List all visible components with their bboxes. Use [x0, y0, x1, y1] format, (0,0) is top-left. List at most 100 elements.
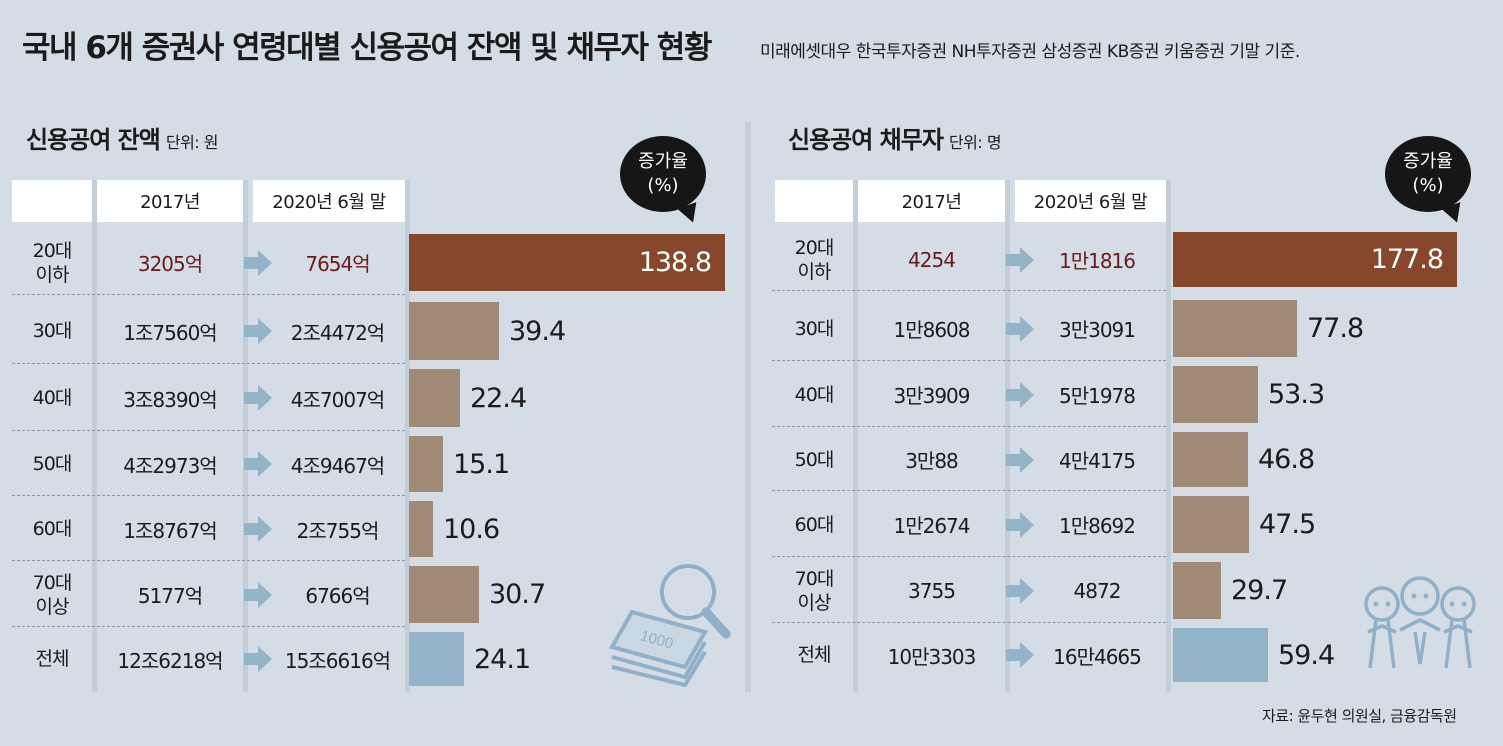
value-2020: 6766억: [305, 584, 370, 608]
row-divider: [12, 626, 405, 627]
growth-value-label: 10.6: [443, 513, 500, 545]
growth-bar: [409, 302, 499, 360]
right-arrow-icon: [244, 516, 272, 542]
row-divider: [12, 363, 405, 364]
growth-value-label: 24.1: [474, 643, 531, 675]
age-group-label: 50대: [12, 432, 92, 496]
row-divider: [12, 430, 405, 431]
age-group-label: 30대: [12, 298, 92, 364]
growth-bar: [409, 369, 460, 427]
age-group-label: 70대 이상: [12, 562, 92, 627]
column-separator: [243, 180, 248, 692]
growth-bar: [1173, 562, 1221, 619]
age-group-label: 20대 이하: [775, 228, 853, 291]
growth-value-label: 47.5: [1259, 509, 1316, 540]
table-row: [12, 230, 405, 295]
right-arrow-icon: [1006, 642, 1034, 668]
value-2017: 12조6218억: [117, 648, 223, 673]
value-2020: 3만3091: [1058, 318, 1136, 342]
value-2017: 4254: [908, 247, 956, 272]
growth-value-label: 138.8: [638, 247, 712, 278]
age-group-label: 50대: [775, 428, 853, 491]
row-divider: [12, 560, 405, 561]
right-arrow-icon: [1006, 446, 1034, 473]
credit-balance-panel: 신용공여 잔액 단위: 원 2017년 2020년 6월 말 증가율 (%) 20대 이하 32…: [0, 0, 745, 746]
subtitle: 미래에셋대우 한국투자증권 NH투자증권 삼성증권 KB증권 키움증권 기말 기…: [760, 42, 1300, 62]
growth-value-label: 39.4: [509, 315, 566, 347]
main-title: 국내 6개 증권사 연령대별 신용공여 잔액 및 채무자 현황: [22, 30, 712, 66]
value-2017: 3755: [908, 578, 956, 603]
row-divider: [772, 290, 1166, 291]
growth-bar: [1173, 496, 1249, 553]
age-group-line: 60대: [794, 513, 835, 536]
row-divider: [772, 622, 1166, 623]
value-2017: 1만8608: [893, 318, 970, 342]
age-group-line: 30대: [794, 317, 835, 340]
value-2017: 3만3909: [893, 384, 970, 408]
table-row: [772, 296, 1166, 361]
value-2020: 4조7007억: [290, 387, 385, 412]
growth-value-label: 177.8: [1370, 244, 1444, 275]
growth-value-label: 77.8: [1307, 313, 1364, 344]
age-group-label: 전체: [12, 628, 92, 690]
money-magnifier-icon: 1000: [608, 564, 731, 687]
growth-value-label: 22.4: [470, 382, 527, 414]
table-row: [12, 298, 405, 364]
age-group-line: 70대: [794, 567, 835, 590]
growth-value-label: 59.4: [1278, 639, 1335, 671]
table-row: [772, 362, 1166, 427]
row-divider: [772, 360, 1166, 361]
table-row: [772, 558, 1166, 623]
row-divider: [12, 294, 405, 295]
growth-rate-bubble: 증가율 (%): [620, 136, 706, 212]
right-arrow-icon: [244, 451, 272, 477]
value-2017: 10만3303: [887, 644, 977, 669]
right-arrow-icon: [244, 646, 272, 672]
age-group-label: 60대: [12, 497, 92, 561]
table-row: [772, 428, 1166, 491]
right-arrow-icon: [1006, 511, 1034, 538]
growth-rate-bubble: 증가율 (%): [1385, 136, 1471, 212]
row-divider: [12, 495, 405, 496]
age-group-label: 전체: [775, 624, 853, 686]
section-title: 신용공여 잔액 단위: 원: [26, 120, 218, 155]
section-unit: 단위: 명: [948, 133, 1002, 152]
age-group-line: 50대: [794, 448, 835, 471]
growth-bar: [409, 566, 479, 623]
value-2020: 1만8692: [1058, 514, 1136, 538]
growth-bar: [1173, 432, 1248, 487]
age-group-line: 이하: [35, 263, 70, 286]
value-2020: 4만4175: [1058, 449, 1136, 473]
value-2017: 4조2973억: [123, 453, 217, 478]
growth-value-label: 46.8: [1258, 444, 1315, 475]
table-row: [12, 562, 405, 627]
growth-value-label: 53.3: [1268, 379, 1325, 410]
section-title-text: 신용공여 채무자: [788, 126, 944, 154]
growth-bar: [409, 632, 464, 686]
value-2017: 5177억: [137, 584, 203, 608]
section-title: 신용공여 채무자 단위: 명: [788, 120, 1002, 155]
value-2020: 1만1816: [1058, 249, 1136, 273]
age-group-line: 이하: [797, 260, 832, 283]
value-2017: 3조8390억: [123, 387, 217, 412]
growth-bar: [409, 436, 443, 492]
value-2020: 16만4665: [1053, 644, 1142, 669]
value-2020: 4조9467억: [290, 453, 385, 478]
row-divider: [772, 556, 1166, 557]
growth-bar: [1173, 232, 1457, 287]
age-group-line: 이상: [35, 595, 70, 618]
age-group-label: 30대: [775, 296, 853, 361]
value-2017: 1조7560억: [123, 320, 217, 345]
header-2020: 2020년 6월 말: [1015, 180, 1166, 222]
age-group-label: 60대: [775, 492, 853, 557]
right-arrow-icon: [1006, 315, 1034, 342]
title-bar: 국내 6개 증권사 연령대별 신용공여 잔액 및 채무자 현황 미래에셋대우 한…: [0, 0, 1503, 82]
credit-debtors-panel: 신용공여 채무자 단위: 명 2017년 2020년 6월 말 증가율 (%) 20대 이하 4…: [760, 0, 1503, 746]
row-divider: [772, 490, 1166, 491]
column-separator: [1166, 180, 1171, 692]
age-group-label: 40대: [12, 365, 92, 431]
table-row: [772, 228, 1166, 291]
bubble-line: 증가율: [1403, 151, 1453, 172]
people-icon: [1364, 576, 1476, 669]
source-note: 자료: 윤두현 의원실, 금융감독원: [1262, 707, 1457, 725]
